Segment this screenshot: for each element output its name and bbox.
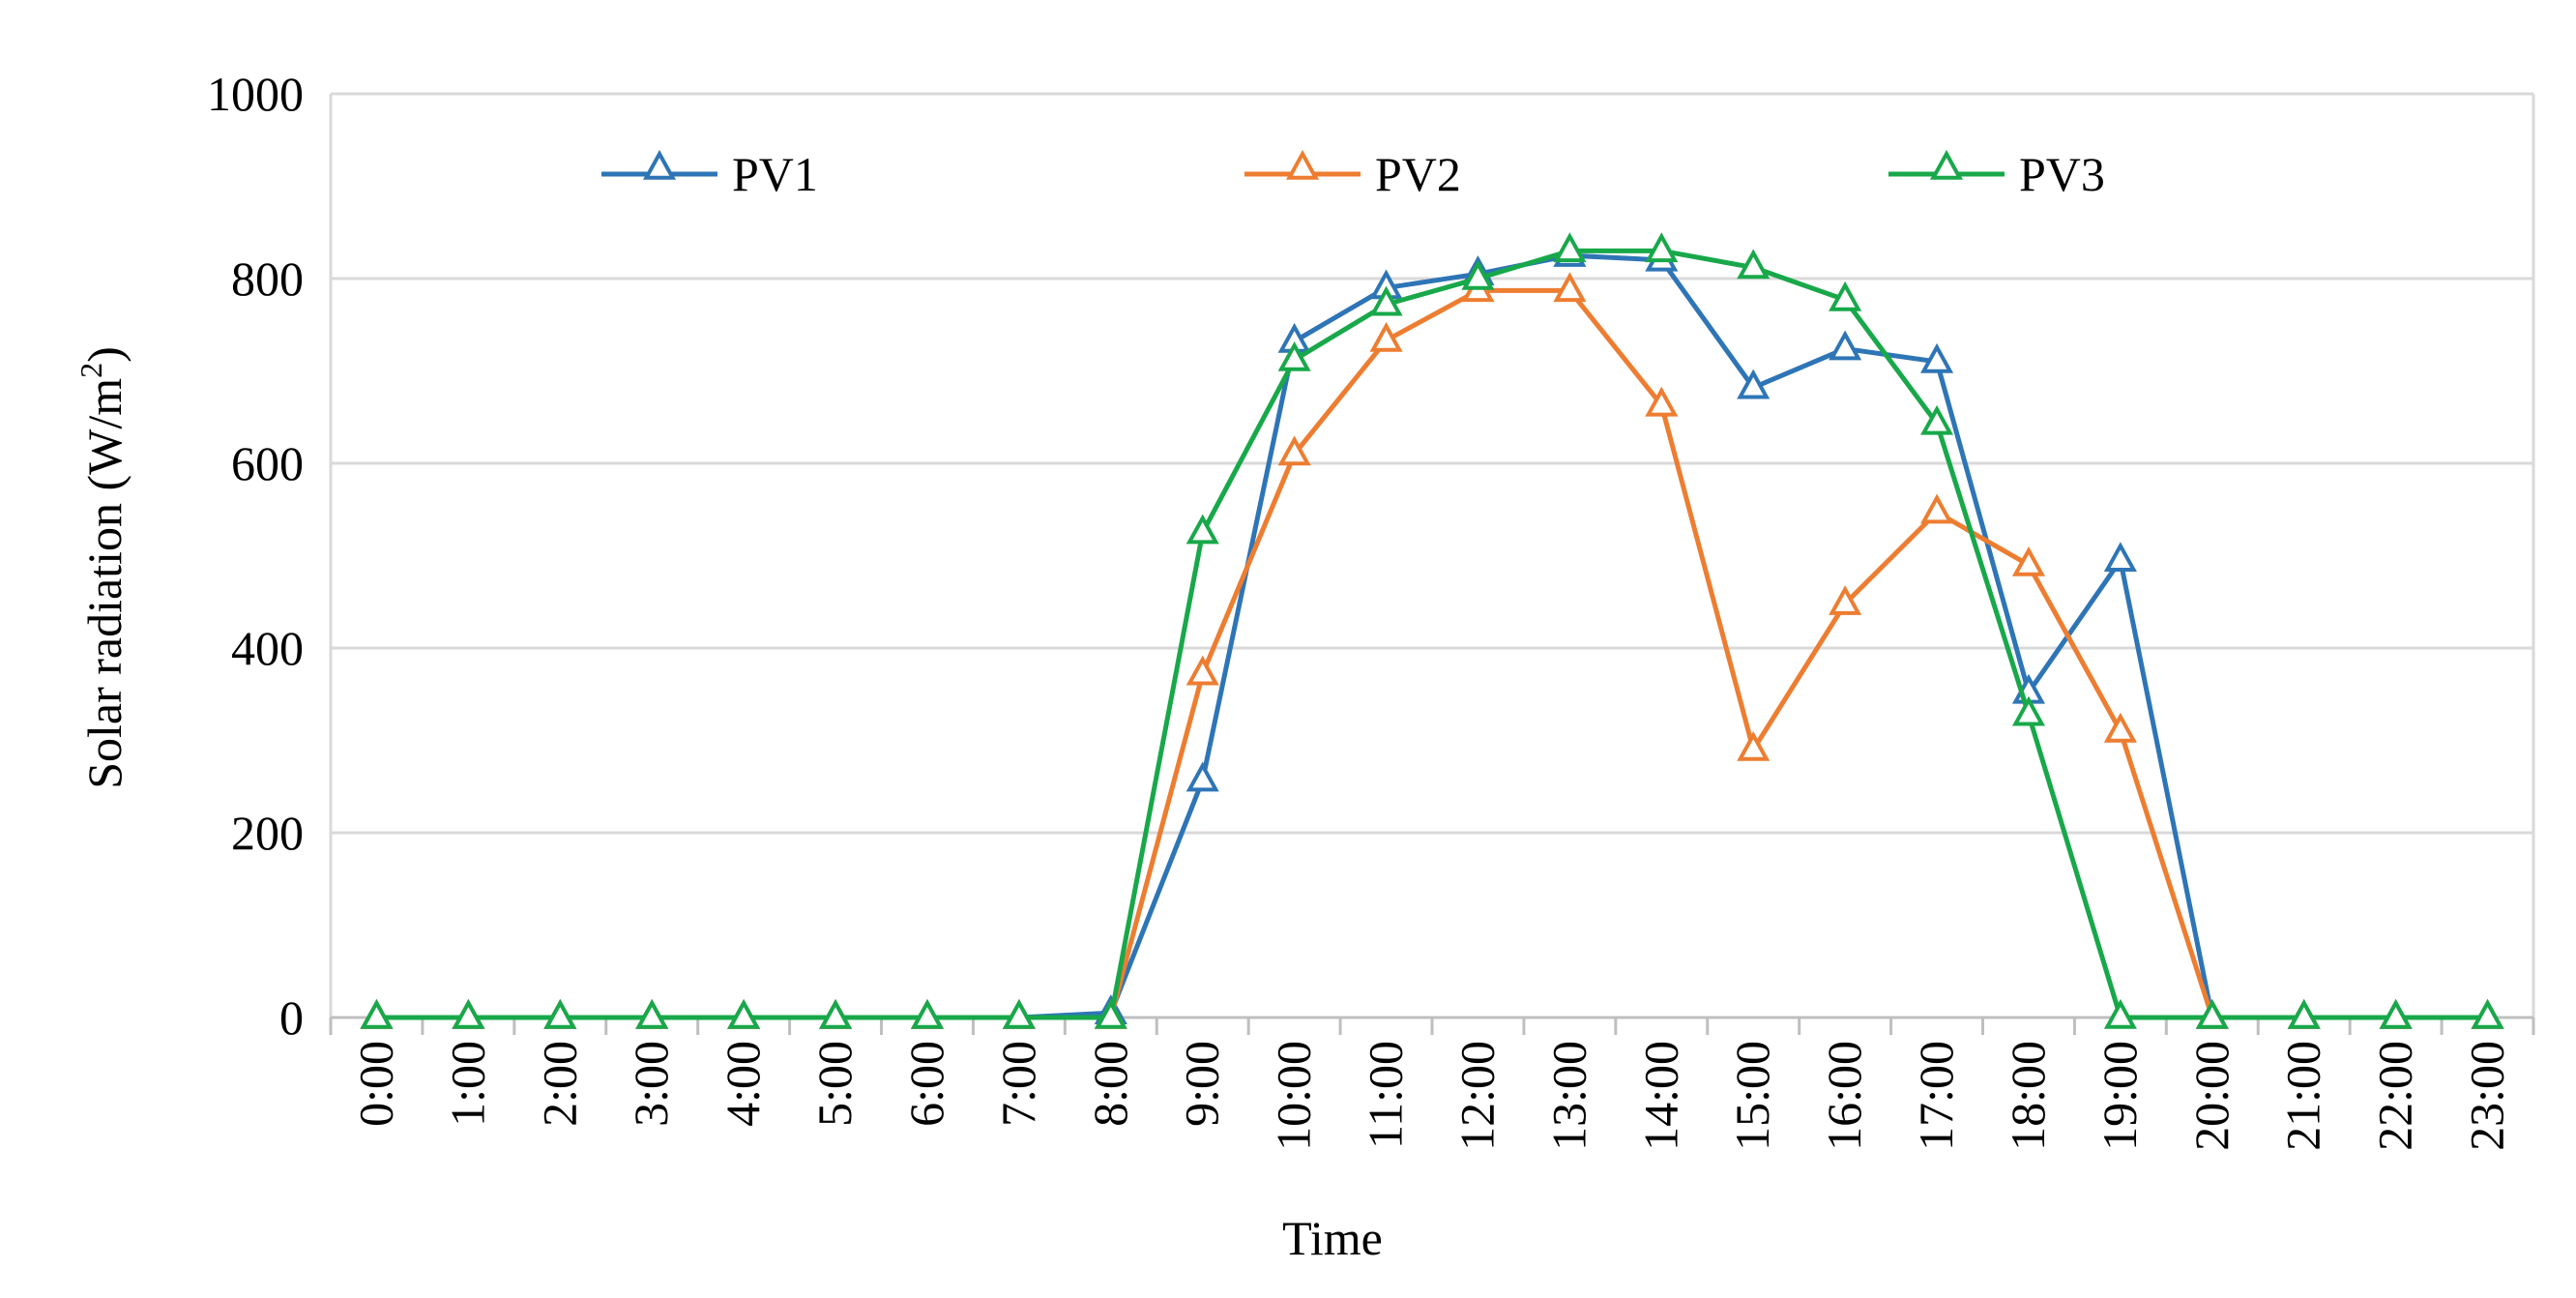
x-tick-label: 23:00 (2460, 1041, 2514, 1151)
data-point-pv3 (452, 998, 485, 1029)
data-point-pv2 (1645, 386, 1679, 417)
legend-marker (642, 149, 677, 180)
data-point-pv3 (2287, 998, 2321, 1029)
x-tick-label: 19:00 (2093, 1041, 2147, 1151)
data-point-pv3 (1277, 340, 1311, 371)
data-point-pv2 (2011, 546, 2045, 576)
data-point-pv2 (1277, 435, 1311, 466)
x-tick-label: 6:00 (899, 1041, 953, 1127)
x-tick-labels: 0:00 1:00 2:00 3:00 4:00 5:00 6:00 7:00 8:00 9:00… (348, 1041, 2513, 1151)
x-tick-label: 22:00 (2368, 1041, 2422, 1151)
data-point-pv3 (2011, 695, 2045, 726)
x-tick-label: 7:00 (991, 1041, 1045, 1127)
data-point-pv2 (2103, 712, 2137, 743)
y-axis-label-tail: ) (77, 346, 132, 363)
data-point-pv3 (1645, 232, 1679, 263)
x-tick-label: 13:00 (1541, 1041, 1595, 1151)
x-tick-label: 10:00 (1267, 1041, 1321, 1151)
data-point-pv2 (1829, 585, 1862, 615)
y-axis-label-superscript: 2 (73, 363, 108, 378)
data-point-pv3 (819, 998, 853, 1029)
legend-label: PV1 (732, 147, 818, 201)
x-tick-label: 18:00 (2001, 1041, 2055, 1151)
series-pv3 (360, 232, 2504, 1029)
data-point-pv3 (543, 998, 577, 1029)
data-point-pv3 (2195, 998, 2229, 1029)
data-series (360, 232, 2504, 1029)
legend-label: PV2 (1375, 147, 1461, 201)
data-point-pv3 (1002, 998, 1036, 1029)
x-tick-label: 16:00 (1817, 1041, 1871, 1151)
data-point-pv3 (1829, 280, 1862, 311)
x-tick-label: 12:00 (1449, 1041, 1504, 1151)
data-point-pv2 (1737, 730, 1771, 761)
y-axis-label-main: Solar radiation (W/m (77, 378, 132, 789)
x-tick-label: 3:00 (624, 1041, 678, 1127)
data-point-pv2 (1920, 493, 1954, 524)
x-tick-label: 5:00 (807, 1041, 862, 1127)
y-tick-label: 400 (231, 621, 304, 675)
data-point-pv1 (1186, 761, 1219, 792)
data-point-pv3 (360, 998, 394, 1029)
data-point-pv2 (1369, 321, 1403, 352)
x-tick-label: 14:00 (1633, 1041, 1687, 1151)
data-point-pv3 (1369, 285, 1403, 316)
data-point-pv1 (1829, 330, 1862, 361)
data-point-pv3 (2379, 998, 2413, 1029)
data-point-pv3 (1920, 404, 1954, 435)
data-point-pv2 (1553, 272, 1587, 303)
data-point-pv3 (1553, 232, 1587, 263)
legend-item-pv3: PV3 (1888, 147, 2105, 201)
data-point-pv3 (727, 998, 761, 1029)
legend-marker (1929, 149, 1964, 180)
y-tick-label: 200 (231, 806, 304, 860)
x-tick-label: 17:00 (1909, 1041, 1963, 1151)
y-tick-label: 600 (231, 436, 304, 490)
legend-marker (1285, 149, 1320, 180)
x-axis-label: Time (1282, 1211, 1383, 1265)
data-point-pv3 (1094, 998, 1127, 1029)
x-tick-label: 0:00 (348, 1041, 402, 1127)
legend-item-pv2: PV2 (1244, 147, 1461, 201)
data-point-pv2 (1186, 655, 1219, 686)
y-tick-label: 0 (279, 990, 304, 1045)
data-point-pv3 (1186, 514, 1219, 545)
y-axis-label: Solar radiation (W/m2) (73, 346, 132, 789)
data-point-pv1 (1920, 342, 1954, 373)
y-tick-label: 800 (231, 251, 304, 306)
y-tick-label: 1000 (207, 67, 304, 121)
data-point-pv3 (635, 998, 669, 1029)
x-tick-label: 9:00 (1175, 1041, 1229, 1127)
x-tick-label: 1:00 (440, 1041, 494, 1127)
data-point-pv3 (910, 998, 944, 1029)
x-tick-label: 8:00 (1083, 1041, 1137, 1127)
x-tick-label: 2:00 (532, 1041, 586, 1127)
legend-label: PV3 (2019, 147, 2105, 201)
x-tick-label: 21:00 (2276, 1041, 2330, 1151)
x-tick-label: 4:00 (716, 1041, 770, 1127)
legend-item-pv1: PV1 (601, 147, 818, 201)
data-point-pv3 (2103, 998, 2137, 1029)
y-tick-labels: 0 200 400 600 800 1000 (207, 67, 304, 1045)
data-point-pv3 (2471, 998, 2504, 1029)
x-tick-label: 15:00 (1725, 1041, 1779, 1151)
data-point-pv3 (1461, 259, 1495, 290)
legend: PV1 PV2 PV3 (601, 147, 2105, 201)
series-line-pv3 (376, 248, 2488, 1020)
data-point-pv3 (1737, 249, 1771, 280)
data-point-pv1 (2103, 542, 2137, 573)
x-tick-label: 11:00 (1359, 1041, 1413, 1149)
x-tick-label: 20:00 (2184, 1041, 2239, 1151)
data-point-pv1 (1737, 369, 1771, 399)
